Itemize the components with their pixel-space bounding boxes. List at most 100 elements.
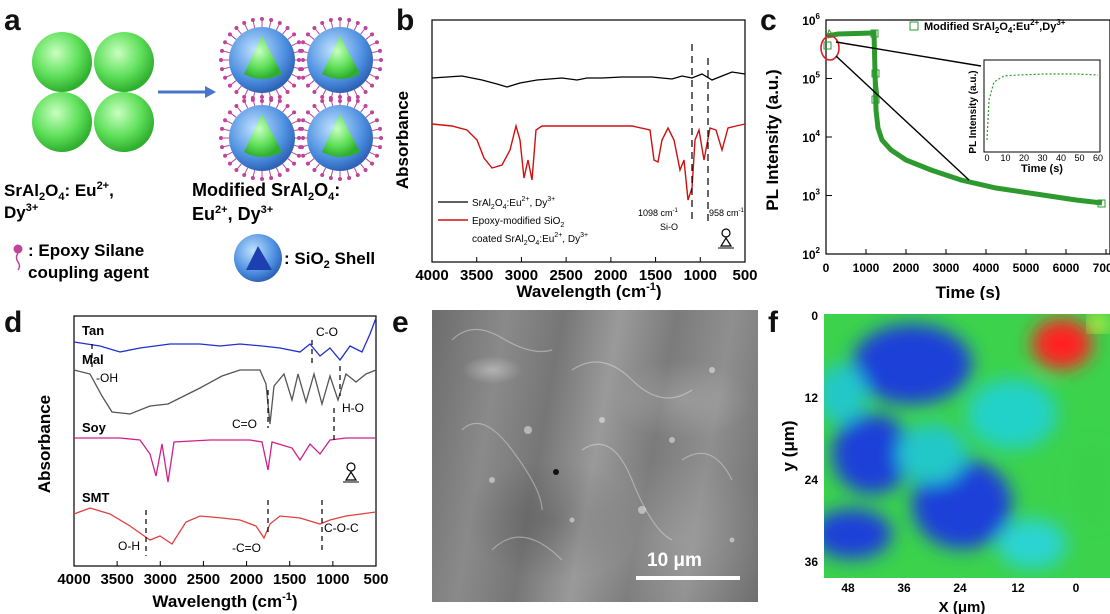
chart-c-x-tick-label: 0 (823, 261, 830, 275)
chart-c-x-tick-label: 3000 (933, 261, 960, 275)
chart-c-legend: Modified SrAl2O4:Eu2+,Dy3+ (924, 18, 1066, 35)
chart-c-y-tick-label: 102 (802, 246, 820, 262)
chart-c-inset: 0 10 20 30 40 50 60 PL Intensity (a.u.) Time (… (968, 59, 1103, 175)
coated-particle (297, 95, 383, 181)
panel-e-label: e (392, 306, 409, 339)
chart-c-y-tick-label: 104 (802, 129, 820, 145)
chart-b-xticks: 4000 3500 3000 2500 2000 1500 1000 500 (415, 257, 758, 284)
chart-f-x-tick-label: 36 (897, 581, 911, 595)
inset-x-tick-label: 40 (1056, 153, 1066, 163)
shell-legend-icon (234, 234, 282, 282)
chart-c-y-tick-label: 103 (802, 188, 820, 204)
panel-a-schematic: SrAl2O4: Eu2+, Dy3+ Modified SrAl2O4: Eu… (4, 17, 383, 282)
decay-markers (823, 29, 1106, 208)
chart-d-x-tick-label: 1000 (316, 571, 349, 588)
chart-d-xlabel: Wavelength (cm-1) (152, 591, 297, 611)
coated-particles (219, 17, 383, 181)
chart-b-xlabel: Wavelength (cm-1) (516, 281, 661, 300)
panel-a-left-caption-2: Dy3+ (4, 202, 38, 222)
chart-d-ylabel: Absorbance (35, 395, 54, 493)
panel-a-right-caption-2: Eu2+, Dy3+ (192, 204, 273, 224)
panel-a-left-caption: SrAl2O4: Eu2+, (4, 180, 114, 203)
chart-d-x-tick-label: 3500 (100, 571, 133, 588)
chart-c-yticks: 106 105 104 103 102 (802, 12, 832, 262)
epoxy-icon (718, 228, 734, 249)
chart-b-x-tick-label: 3500 (460, 267, 493, 284)
chart-c-x-tick-label: 7000 (1093, 261, 1110, 275)
chart-b-x-tick-label: 500 (732, 267, 757, 284)
annotation-1098: 1098 cm-1 (638, 208, 679, 218)
silane-legend-icon (13, 244, 23, 271)
chart-c-xticks: 0 1000 2000 3000 4000 5000 6000 7000 (823, 249, 1110, 275)
silane-legend-text-2: coupling agent (28, 263, 149, 282)
chart-d-x-tick-label: 500 (363, 571, 388, 588)
series-soy (74, 437, 376, 483)
chart-f: 0 12 24 36 48 36 24 12 0 y (μm) X (μm) (779, 309, 1110, 614)
chart-d-annotation: -OH (96, 371, 118, 385)
chart-d-annotation: C-O (316, 325, 338, 339)
panel-c-label: c (760, 4, 777, 37)
chart-f-y-tick-label: 0 (811, 309, 818, 323)
panel-f: f 0 12 24 36 48 36 24 12 0 y (μm) X (762, 304, 1110, 614)
series-label-soy: Soy (82, 420, 107, 435)
legend-modified: Epoxy-modified SiO2 (472, 216, 564, 229)
chart-f-y-tick-label: 24 (805, 473, 819, 487)
chart-b-x-tick-label: 2500 (549, 267, 582, 284)
chart-c-y-tick-label: 106 (802, 12, 820, 28)
chart-d-x-tick-label: 2000 (230, 571, 263, 588)
chart-d-annotation: C=O (232, 417, 257, 431)
panel-f-label: f (768, 306, 778, 339)
chart-b-x-tick-label: 1000 (684, 267, 717, 284)
zoom-highlight (820, 35, 840, 61)
panel-d-label: d (4, 306, 23, 339)
chart-c-y-tick-label: 105 (802, 71, 820, 87)
chart-d-x-tick-label: 2500 (187, 571, 220, 588)
sem-pore (553, 469, 559, 475)
chart-d-dashes (91, 340, 341, 556)
scale-bar-label: 10 μm (647, 550, 702, 571)
chart-b-x-tick-label: 4000 (415, 267, 448, 284)
chart-d-annotation: C-O-C (324, 521, 359, 535)
chart-c-x-tick-label: 6000 (1053, 261, 1080, 275)
zoom-line-2 (835, 55, 970, 181)
series-tan (73, 317, 377, 362)
chart-d: 4000 3500 3000 2500 2000 1500 1000 500 Tan Mal So… (35, 315, 389, 611)
inset-x-tick-label: 20 (1019, 153, 1029, 163)
chart-c-x-tick-label: 4000 (973, 261, 1000, 275)
chart-f-x-tick-label: 48 (841, 581, 855, 595)
chart-f-y-tick-label: 12 (805, 391, 819, 405)
panel-d: d 4000 3500 3000 2500 2000 1500 1000 500 Tan Mal… (0, 304, 400, 614)
chart-c-ylabel: PL Intensity (a.u.) (763, 69, 782, 210)
legend-modified-2: coated SrAl2O4:Eu2+, Dy3+ (472, 232, 588, 247)
chart-d-annotation: O-H (118, 539, 140, 553)
panel-a-right-caption: Modified SrAl2O4: (192, 180, 340, 203)
inset-x-tick-label: 30 (1037, 153, 1047, 163)
panel-b: b 4000 3500 3000 2500 2000 1500 1000 500 Absorb… (392, 0, 762, 301)
inset-ylabel: PL Intensity (a.u.) (968, 70, 979, 153)
epoxy-icon-d (343, 462, 359, 483)
chart-b-x-tick-label: 3000 (505, 267, 538, 284)
arrow-icon (158, 86, 216, 98)
chart-d-annotation: H-O (342, 401, 364, 415)
series-smt (73, 507, 377, 545)
shell-legend-text: : SiO2 Shell (284, 249, 375, 271)
series-label-mal: Mal (82, 352, 104, 367)
series-label-tan: Tan (82, 323, 104, 338)
chart-b-ylabel: Absorbance (393, 91, 412, 189)
annotation-958: 958 cm-1 (709, 208, 745, 218)
series-label-smt: SMT (82, 490, 110, 505)
sem-image: 10 μm (432, 310, 758, 602)
chart-d-x-tick-label: 1500 (273, 571, 306, 588)
panel-a-label: a (4, 4, 21, 37)
chart-c-x-tick-label: 1000 (853, 261, 880, 275)
bare-particles (32, 32, 154, 152)
legend-marker (909, 21, 919, 31)
chart-c-xlabel: Time (s) (936, 283, 1001, 300)
chart-f-x-tick-label: 0 (1073, 581, 1080, 595)
panel-b-label: b (396, 4, 415, 37)
heatmap (824, 314, 1110, 578)
coated-particle (297, 17, 383, 103)
chart-f-ylabel: y (μm) (779, 420, 798, 471)
chart-f-y-tick-label: 36 (805, 555, 819, 569)
